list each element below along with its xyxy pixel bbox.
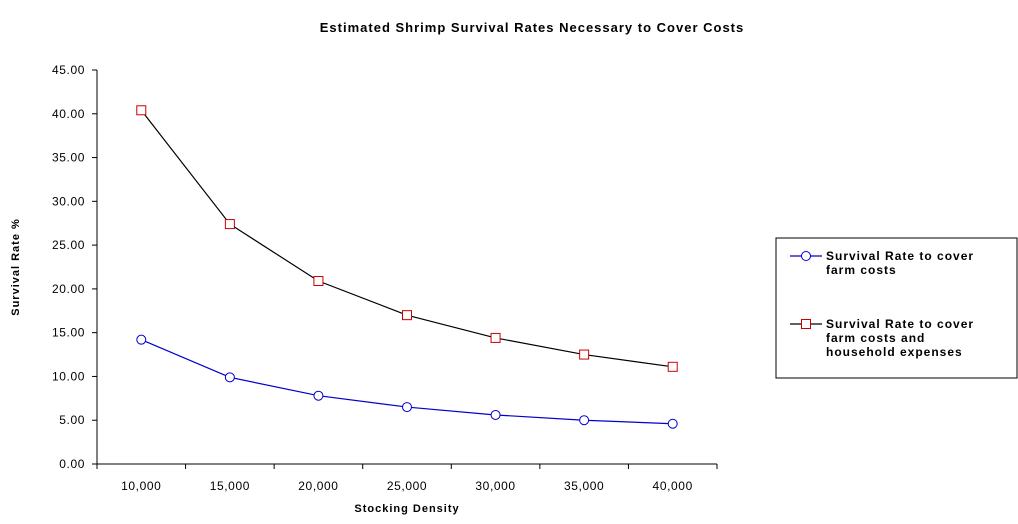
x-tick-label: 30,000 — [475, 479, 515, 493]
legend-label-household-expenses: Survival Rate to cover — [826, 317, 974, 331]
y-tick-label: 15.00 — [52, 326, 85, 340]
y-tick-label: 5.00 — [59, 413, 85, 427]
x-tick-label: 10,000 — [121, 479, 161, 493]
data-point-farm-costs — [579, 415, 590, 426]
y-tick-label: 35.00 — [52, 151, 85, 165]
x-tick-label: 25,000 — [387, 479, 427, 493]
x-tick-label: 40,000 — [653, 479, 693, 493]
x-tick-label: 20,000 — [298, 479, 338, 493]
data-point-household-expenses — [402, 310, 412, 321]
y-tick-label: 30.00 — [52, 194, 85, 208]
x-tick-label: 35,000 — [564, 479, 604, 493]
legend-label-farm-costs: Survival Rate to cover — [826, 249, 974, 263]
x-tick-label: 15,000 — [210, 479, 250, 493]
data-point-farm-costs — [490, 409, 501, 420]
y-tick-label: 20.00 — [52, 282, 85, 296]
y-tick-label: 45.00 — [52, 63, 85, 77]
legend-marker-household-expenses — [801, 319, 811, 329]
data-point-farm-costs — [667, 418, 678, 429]
legend-marker-farm-costs — [801, 251, 811, 261]
x-axis-title: Stocking Density — [354, 503, 459, 515]
series-line-household-expenses — [140, 109, 673, 368]
data-point-household-expenses — [313, 276, 324, 287]
data-point-farm-costs — [313, 390, 324, 401]
y-tick-label: 25.00 — [52, 238, 85, 252]
data-point-farm-costs — [402, 402, 412, 413]
y-axis-title: Survival Rate % — [10, 218, 22, 316]
y-axis-title-group: Survival Rate % — [10, 218, 22, 316]
legend-label-farm-costs: farm costs — [826, 263, 897, 277]
legend-box — [775, 237, 1018, 379]
data-point-household-expenses — [136, 105, 147, 116]
data-point-farm-costs — [224, 372, 235, 383]
data-point-household-expenses — [490, 332, 501, 343]
legend-label-household-expenses: farm costs and — [826, 331, 925, 345]
chart-title: Estimated Shrimp Survival Rates Necessar… — [320, 20, 744, 35]
y-tick-label: 10.00 — [52, 369, 85, 383]
y-tick-label: 0.00 — [59, 457, 85, 471]
data-point-household-expenses — [667, 361, 678, 372]
y-tick-label: 40.00 — [52, 107, 85, 121]
legend-label-household-expenses: household expenses — [826, 345, 963, 359]
data-point-household-expenses — [579, 349, 590, 360]
data-point-farm-costs — [136, 334, 147, 345]
data-point-household-expenses — [224, 219, 235, 230]
plot-area: 0.00 5.00 10.00 15.00 20.00 25.00 30.00 35.00 40… — [52, 63, 718, 493]
